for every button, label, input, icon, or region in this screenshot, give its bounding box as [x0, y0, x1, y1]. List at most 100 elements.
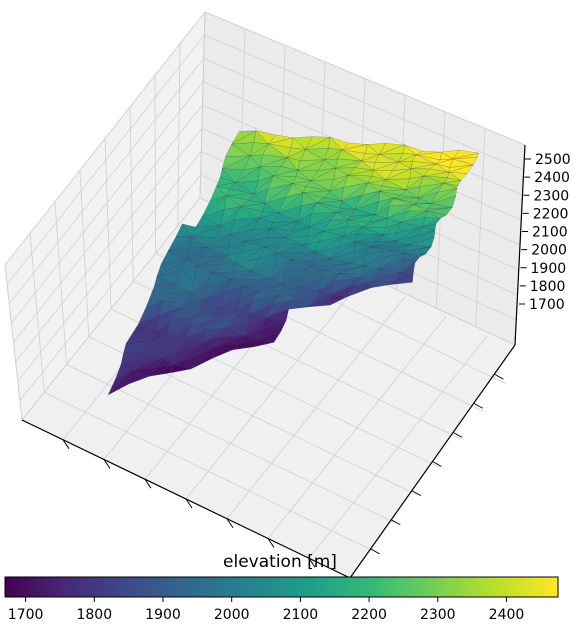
- surface-facet: [245, 237, 269, 248]
- surface-facet: [404, 144, 424, 156]
- surface-facet: [343, 226, 363, 237]
- y-axis-tick: [494, 373, 504, 380]
- colorbar-tick-label: 1800: [76, 607, 112, 623]
- surface-facet: [249, 142, 270, 157]
- surface-facet: [275, 252, 300, 261]
- surface-facet: [431, 195, 457, 208]
- surface-facet: [304, 231, 324, 245]
- surface-facet: [244, 317, 266, 336]
- surface-facet: [322, 219, 349, 232]
- surface-facet: [366, 143, 387, 155]
- surface-facet: [453, 156, 478, 166]
- surface-facet: [403, 253, 426, 258]
- surface-facet: [362, 226, 387, 236]
- surface-facet: [323, 262, 353, 271]
- surface-facet: [347, 167, 374, 176]
- surface-facet: [232, 339, 257, 351]
- surface-facet: [248, 295, 279, 315]
- surface-facet: [130, 357, 163, 371]
- surface-facet: [311, 265, 326, 271]
- surface-facet: [225, 189, 255, 197]
- surface-facet: [259, 166, 282, 177]
- x-axis-tick: [144, 478, 152, 489]
- colorbar-gradient: [4, 576, 559, 598]
- x-axis-tick: [103, 459, 111, 469]
- surface-facet: [323, 158, 338, 169]
- y-axis-tick: [411, 490, 422, 497]
- surface-facet: [382, 232, 398, 242]
- surface-facet: [335, 158, 362, 169]
- x-axis-tick: [267, 538, 275, 548]
- surface-facet: [236, 246, 266, 264]
- surface-facet: [214, 334, 245, 347]
- surface-facet: [191, 272, 213, 294]
- colorbar-tick-label: 1700: [8, 607, 44, 623]
- surface-facet: [375, 198, 394, 215]
- colorbar-tick-label: 2100: [283, 607, 319, 623]
- surface-facet: [405, 175, 424, 191]
- left-pane-grid-line: [6, 35, 205, 285]
- surface-facet: [393, 197, 419, 204]
- surface-facet: [172, 277, 195, 293]
- surface-facet: [447, 171, 468, 181]
- surface-facet: [416, 151, 442, 161]
- surface-facet: [297, 277, 323, 292]
- colorbar-tick-label: 2300: [420, 607, 456, 623]
- surface-facet: [323, 219, 349, 232]
- surface-facet: [278, 192, 304, 214]
- surface-facet: [361, 182, 381, 196]
- surface-facet: [230, 217, 260, 236]
- surface-facet: [137, 300, 162, 325]
- surface-facet: [120, 350, 144, 366]
- colorbar-tick-label: 2200: [351, 607, 387, 623]
- surface-facet: [242, 286, 267, 292]
- left-pane-grid-line: [11, 81, 204, 324]
- surface-facet: [259, 211, 279, 219]
- surface-facet: [350, 246, 371, 264]
- surface-facet: [448, 164, 474, 174]
- x-axis-tick: [185, 498, 193, 509]
- z-tick-label: 2500: [535, 152, 571, 168]
- floor-grid-line: [267, 316, 447, 539]
- surface-facet: [241, 277, 272, 287]
- surface-facet: [254, 339, 274, 347]
- surface-facet: [212, 346, 234, 359]
- surface-facet: [400, 257, 420, 273]
- z-tick-label: 1800: [530, 279, 566, 295]
- surface-facet: [190, 345, 216, 370]
- surface-facet: [435, 163, 451, 173]
- colorbar: elevation [m] 1700 1800 1900 2000 2100 2200 23…: [4, 552, 559, 623]
- surface-facet: [250, 264, 275, 279]
- surface-facet: [231, 270, 252, 281]
- right-pane-grid-line: [203, 58, 523, 196]
- surface-facet: [324, 258, 352, 267]
- surface-facet: [398, 152, 418, 163]
- floor-grid-line: [226, 296, 406, 520]
- surface-facet: [400, 257, 420, 273]
- surface-facet: [372, 281, 396, 286]
- axis-ticks: [62, 373, 504, 568]
- surface-facet: [396, 222, 423, 234]
- surface-facet: [131, 357, 163, 371]
- surface-facet: [313, 290, 332, 302]
- surface-facet: [315, 235, 344, 253]
- surface-facet: [217, 296, 242, 312]
- surface-facet: [310, 167, 336, 182]
- left-pane-grid-line: [4, 11, 206, 266]
- z-tick-label: 2200: [533, 206, 569, 222]
- surface-facet: [284, 236, 308, 245]
- surface-facet: [239, 200, 265, 207]
- surface-facet: [318, 280, 334, 295]
- surface-facet: [379, 185, 407, 192]
- surface-facet: [399, 262, 416, 275]
- surface-facet: [265, 308, 290, 321]
- colorbar-tick-label: 2000: [214, 607, 250, 623]
- surface-facet: [443, 180, 462, 186]
- left-pane-grid-line: [15, 128, 203, 363]
- surface-facet: [272, 295, 291, 305]
- surface-facet: [237, 299, 253, 315]
- surface-facet: [410, 160, 437, 170]
- surface-facet: [221, 155, 251, 170]
- surface-facet: [453, 152, 479, 160]
- surface-facet: [220, 218, 235, 236]
